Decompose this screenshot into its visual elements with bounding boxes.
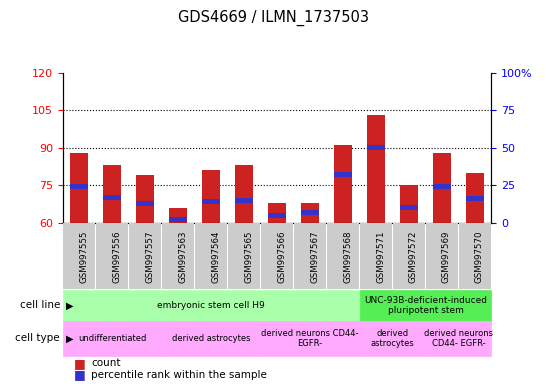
Bar <box>235 165 253 223</box>
Text: derived astrocytes: derived astrocytes <box>172 334 251 343</box>
Text: cell type: cell type <box>15 333 60 343</box>
Text: GSM997563: GSM997563 <box>178 230 187 283</box>
Text: embryonic stem cell H9: embryonic stem cell H9 <box>157 301 265 310</box>
Text: GSM997557: GSM997557 <box>145 230 154 283</box>
Bar <box>367 146 385 150</box>
Text: GSM997564: GSM997564 <box>211 230 220 283</box>
Text: GSM997565: GSM997565 <box>244 230 253 283</box>
Bar <box>70 153 88 223</box>
Text: GSM997572: GSM997572 <box>409 230 418 283</box>
Text: GSM997570: GSM997570 <box>475 230 484 283</box>
Bar <box>301 210 319 215</box>
Text: ▶: ▶ <box>66 300 73 310</box>
Text: GSM997555: GSM997555 <box>79 230 88 283</box>
Text: derived neurons CD44-
EGFR-: derived neurons CD44- EGFR- <box>262 329 359 348</box>
Bar <box>136 175 155 223</box>
Bar <box>334 172 352 177</box>
Bar <box>169 217 187 222</box>
Bar <box>202 170 220 223</box>
Bar <box>268 213 286 218</box>
Text: GSM997567: GSM997567 <box>310 230 319 283</box>
Bar <box>301 203 319 223</box>
Text: derived neurons
CD44- EGFR-: derived neurons CD44- EGFR- <box>424 329 493 348</box>
Bar <box>169 208 187 223</box>
Bar <box>433 184 451 189</box>
Text: GDS4669 / ILMN_1737503: GDS4669 / ILMN_1737503 <box>177 10 369 26</box>
Text: ■: ■ <box>74 368 86 381</box>
Bar <box>466 196 484 201</box>
Text: undifferentiated: undifferentiated <box>78 334 146 343</box>
Bar <box>433 153 451 223</box>
Bar <box>103 195 121 200</box>
Bar <box>70 184 88 189</box>
Bar <box>400 205 418 210</box>
Bar <box>400 185 418 223</box>
Text: cell line: cell line <box>20 300 60 310</box>
Bar <box>268 203 286 223</box>
Bar <box>367 115 385 223</box>
Text: GSM997569: GSM997569 <box>442 230 451 283</box>
Text: GSM997571: GSM997571 <box>376 230 385 283</box>
Text: GSM997568: GSM997568 <box>343 230 352 283</box>
Bar <box>202 199 220 204</box>
Bar <box>334 146 352 223</box>
Text: ■: ■ <box>74 357 86 370</box>
Text: ▶: ▶ <box>66 333 73 343</box>
Text: derived
astrocytes: derived astrocytes <box>371 329 414 348</box>
Bar <box>103 165 121 223</box>
Bar <box>136 201 155 206</box>
Text: GSM997566: GSM997566 <box>277 230 286 283</box>
Bar <box>466 173 484 223</box>
Text: UNC-93B-deficient-induced
pluripotent stem: UNC-93B-deficient-induced pluripotent st… <box>364 296 487 315</box>
Bar <box>235 198 253 203</box>
Text: GSM997556: GSM997556 <box>112 230 121 283</box>
Text: count: count <box>91 358 121 368</box>
Text: percentile rank within the sample: percentile rank within the sample <box>91 370 267 380</box>
